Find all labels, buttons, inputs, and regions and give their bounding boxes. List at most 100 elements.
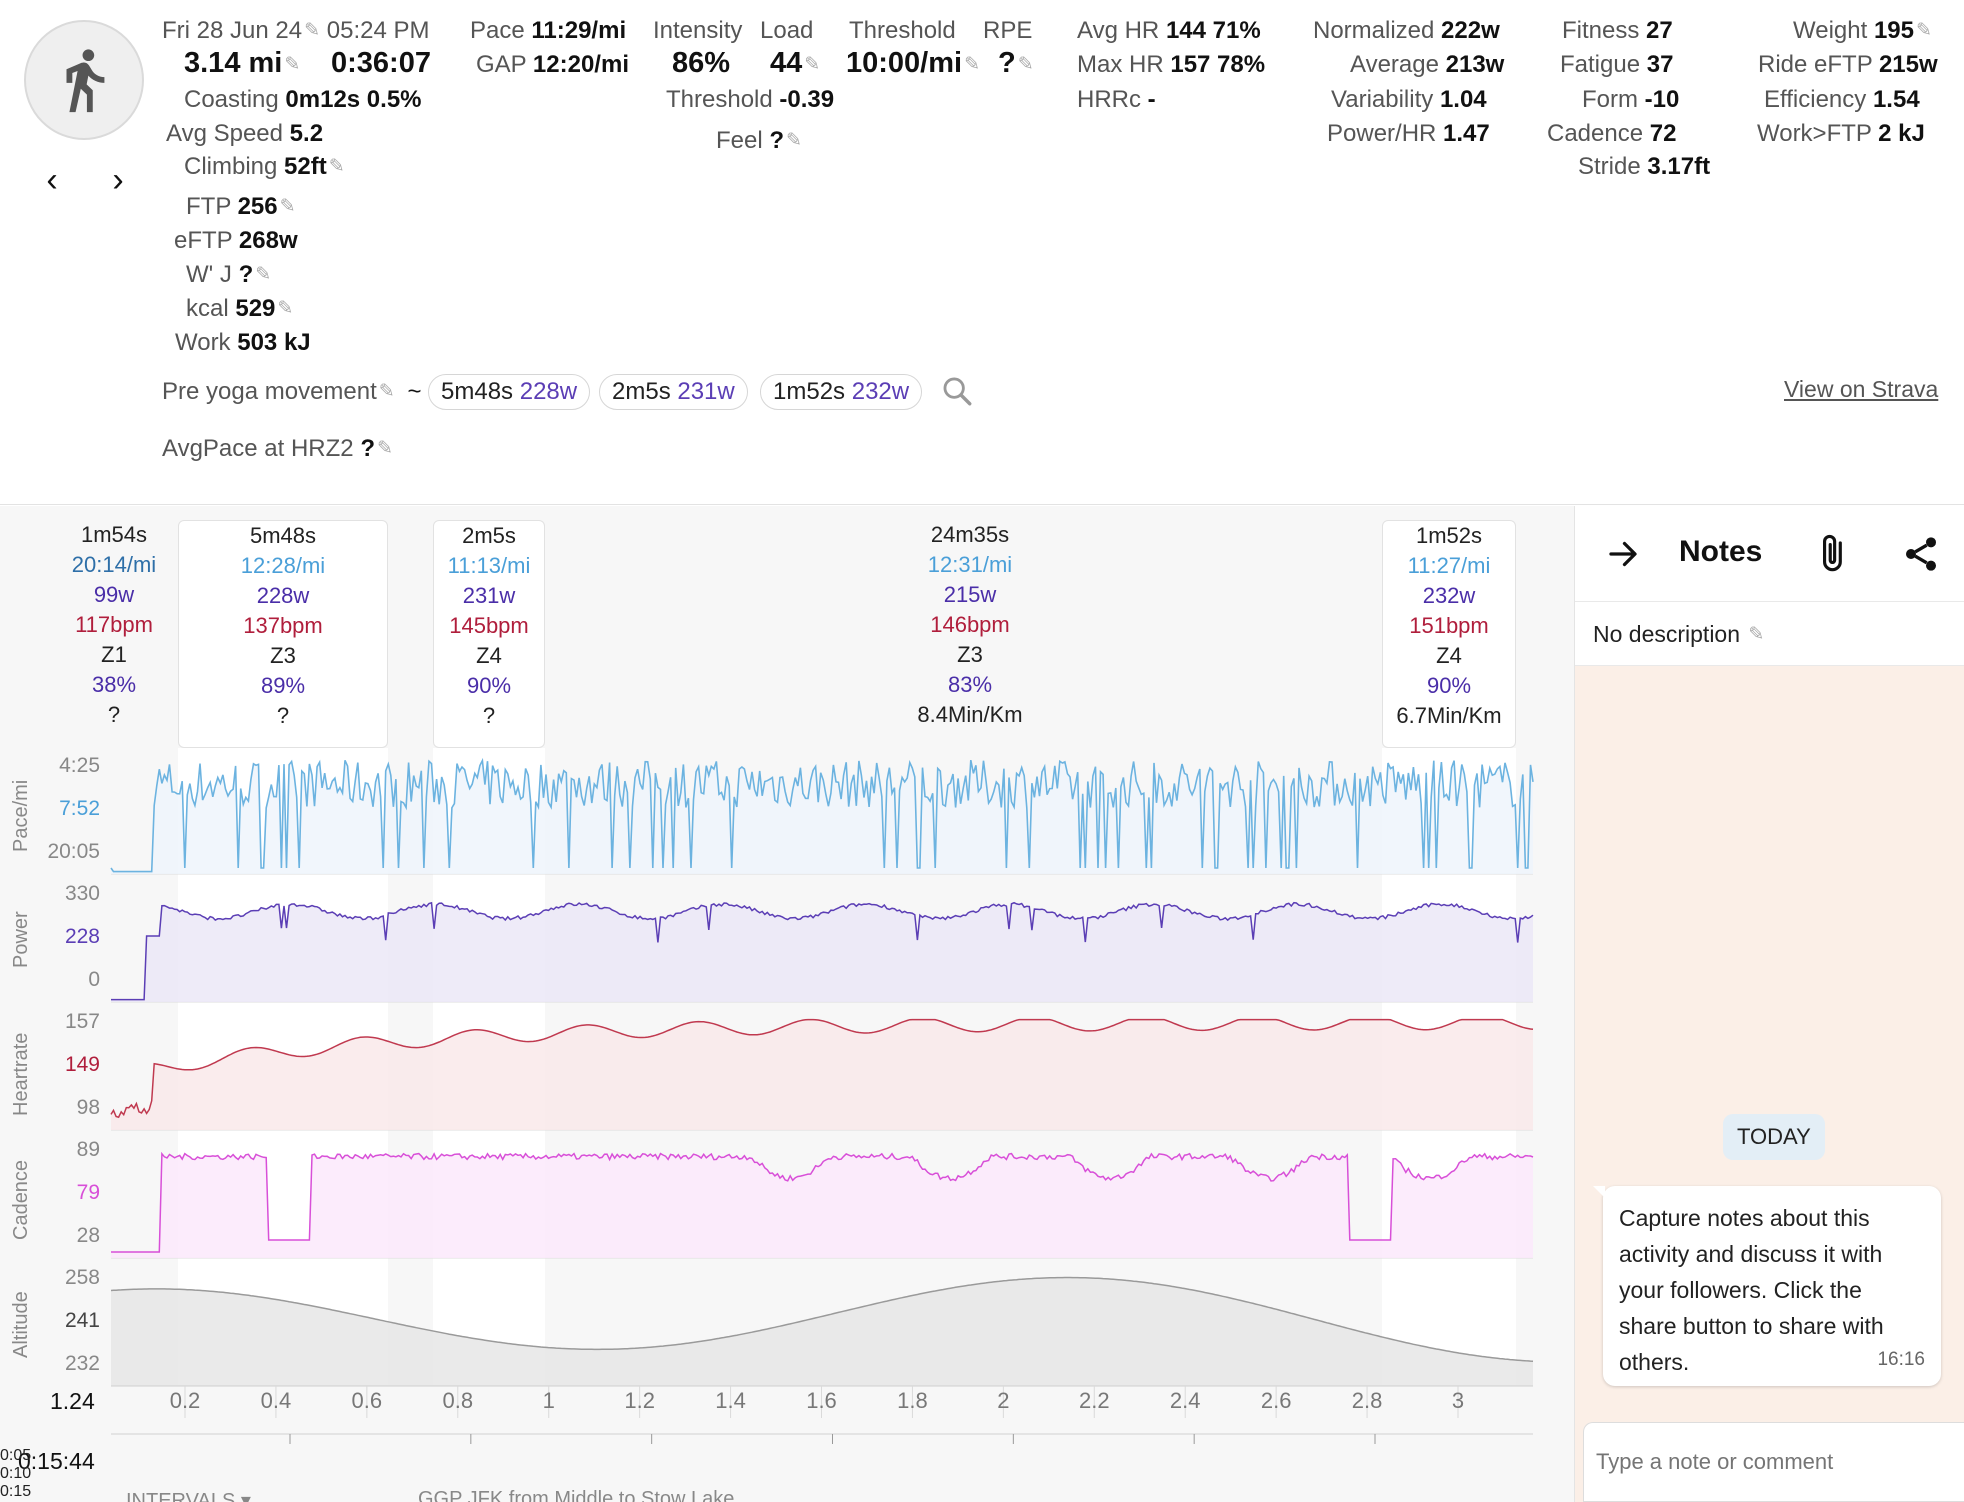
wj-value: ? <box>238 261 254 288</box>
distance-tick-label: 2.4 <box>1169 1388 1201 1413</box>
edit-load-pencil-icon[interactable]: ✎ <box>804 54 821 75</box>
cadence-row: Cadence 72 <box>1547 119 1676 149</box>
interval-power: 99w <box>93 582 135 607</box>
wj-label: W' J <box>186 261 232 288</box>
edit-wj-pencil-icon[interactable]: ✎ <box>255 264 272 285</box>
edit-description-pencil-icon[interactable]: ✎ <box>1748 624 1765 645</box>
edit-feel-pencil-icon[interactable]: ✎ <box>786 130 802 151</box>
hrrc-row: HRRc - <box>1077 85 1156 115</box>
edit-climbing-pencil-icon[interactable]: ✎ <box>328 156 345 177</box>
work-value: 503 kJ <box>237 329 311 356</box>
notes-panel: Notes No description ✎ TODAY Capture not… <box>1574 506 1964 1502</box>
activity-header: ‹ › Fri 28 Jun 24 ✎ 05:24 PM 3.14 mi ✎ 0:3… <box>0 0 1964 505</box>
activity-date[interactable]: Fri 28 Jun 24 <box>162 17 303 44</box>
running-person-icon <box>66 49 105 113</box>
chevron-down-icon: ▾ <box>240 1490 251 1502</box>
date-time-row: Fri 28 Jun 24 ✎ 05:24 PM <box>162 16 429 46</box>
hr-tick-bottom: 98 <box>76 1096 100 1119</box>
activity-name[interactable]: Pre yoga movement <box>162 378 377 405</box>
interval-pct: 90% <box>1426 673 1472 698</box>
cadence-value: 72 <box>1649 120 1677 147</box>
time-tick-label: 0:15 <box>0 1483 32 1500</box>
rpe-value: ? <box>998 47 1016 79</box>
edit-kcal-pencil-icon[interactable]: ✎ <box>277 298 294 319</box>
interval-extra: ? <box>482 703 496 728</box>
interval-chip[interactable]: 5m48s 228w <box>428 374 591 410</box>
intervals-tab[interactable]: INTERVALS ▾ <box>126 1488 251 1502</box>
view-on-strava-link[interactable]: View on Strava <box>1784 376 1939 402</box>
time-axis-labels: 0:050:100:150:200:250:300:35 <box>0 1447 1574 1502</box>
max-hr-row: Max HR 157 78% <box>1077 50 1265 80</box>
activity-time: 05:24 PM <box>326 17 430 44</box>
powerhr-row: Power/HR 1.47 <box>1327 119 1490 149</box>
edit-ftp-pencil-icon[interactable]: ✎ <box>279 196 296 217</box>
pace-value: 11:29/mi <box>531 17 627 44</box>
description-row[interactable]: No description ✎ <box>1575 602 1964 666</box>
interval-pace: 12:28/mi <box>240 553 326 578</box>
fitness-value: 27 <box>1646 17 1673 44</box>
intensity-label: Intensity <box>653 17 743 44</box>
interval-pace: 20:14/mi <box>71 552 157 577</box>
ride-eftp-value: 215w <box>1878 51 1938 78</box>
edit-rpe-pencil-icon[interactable]: ✎ <box>1017 54 1034 75</box>
chip-watts: 228w <box>519 378 578 405</box>
variability-value: 1.04 <box>1439 86 1487 113</box>
interval-pct: 83% <box>947 672 993 697</box>
normalized-label: Normalized <box>1313 17 1435 44</box>
interval-header[interactable]: 1m54s 20:14/mi 99w 117bpm Z1 38% ? <box>62 520 166 748</box>
efficiency-value: 1.54 <box>1872 86 1920 113</box>
interval-duration: 5m48s <box>249 523 317 548</box>
activity-avatar <box>24 20 144 140</box>
activity-stream-plots[interactable] <box>0 506 1574 1502</box>
distance-axis-labels: 0.2 0.4 0.6 0.8 1 1.2 1.4 1.6 1.8 2 2.2 2.4 2.6 2.8 3 <box>0 1388 1574 1418</box>
edit-name-pencil-icon[interactable]: ✎ <box>378 381 395 402</box>
share-icon[interactable] <box>1901 534 1941 579</box>
max-hr-value: 157 78% <box>1170 51 1266 78</box>
note-input[interactable] <box>1583 1422 1964 1502</box>
next-activity-button[interactable]: › <box>112 160 124 199</box>
interval-power: 228w <box>256 583 310 608</box>
workftp-label: Work>FTP <box>1757 120 1872 147</box>
interval-header[interactable]: 1m52s 11:27/mi 232w 151bpm Z4 90% 6.7Min… <box>1382 520 1516 748</box>
paperclip-icon[interactable] <box>1815 532 1853 581</box>
interval-chip[interactable]: 1m52s 232w <box>760 374 923 410</box>
description-text: No description <box>1593 621 1741 647</box>
kcal-label: kcal <box>186 295 229 322</box>
stride-label: Stride <box>1578 153 1641 180</box>
interval-zone: Z3 <box>957 642 983 667</box>
altitude-tick-top: 258 <box>64 1266 100 1289</box>
coasting-label: Coasting <box>184 86 279 113</box>
segment-tab[interactable]: GGP JFK from Middle to Stow Lake <box>418 1488 735 1502</box>
threshold-value-row: 10:00/mi ✎ <box>846 48 980 80</box>
note-message-text: Capture notes about this activity and di… <box>1619 1205 1884 1375</box>
edit-avgpace-pencil-icon[interactable]: ✎ <box>377 438 393 459</box>
workftp-value: 2 kJ <box>1878 120 1925 147</box>
form-row: Form -10 <box>1582 85 1679 115</box>
interval-header[interactable]: 5m48s 12:28/mi 228w 137bpm Z3 89% ? <box>178 520 388 748</box>
interval-pct: 38% <box>91 672 137 697</box>
interval-hr: 151bpm <box>1409 613 1489 638</box>
edit-date-pencil-icon[interactable]: ✎ <box>304 20 320 41</box>
interval-header[interactable]: 24m35s 12:31/mi 215w 146bpm Z3 83% 8.4Mi… <box>870 520 1070 748</box>
distance-tick-label: 0.2 <box>169 1388 201 1413</box>
prev-activity-button[interactable]: ‹ <box>46 160 58 199</box>
variability-label: Variability <box>1331 86 1434 113</box>
gap-row: GAP 12:20/mi <box>476 50 629 80</box>
note-message-time: 16:16 <box>1877 1349 1925 1370</box>
edit-distance-pencil-icon[interactable]: ✎ <box>284 54 301 75</box>
threshold2-label: Threshold <box>666 86 773 113</box>
collapse-arrow-icon[interactable] <box>1605 536 1641 577</box>
hr-tick-mid: 149 <box>64 1053 100 1076</box>
efficiency-label: Efficiency <box>1764 86 1867 113</box>
search-icon[interactable] <box>940 374 974 413</box>
interval-chip[interactable]: 2m5s 231w <box>599 374 748 410</box>
interval-header[interactable]: 2m5s 11:13/mi 231w 145bpm Z4 90% ? <box>433 520 545 748</box>
distance-tick-label: 0.6 <box>351 1388 383 1413</box>
interval-duration: 2m5s <box>462 523 516 548</box>
distance-tick-label: 1.4 <box>715 1388 746 1413</box>
edit-threshold-pencil-icon[interactable]: ✎ <box>964 54 980 75</box>
distance-tick-label: 1.2 <box>624 1388 655 1413</box>
fatigue-row: Fatigue 37 <box>1560 50 1673 80</box>
edit-weight-pencil-icon[interactable]: ✎ <box>1915 20 1932 41</box>
eftp-label: eFTP <box>174 227 233 254</box>
